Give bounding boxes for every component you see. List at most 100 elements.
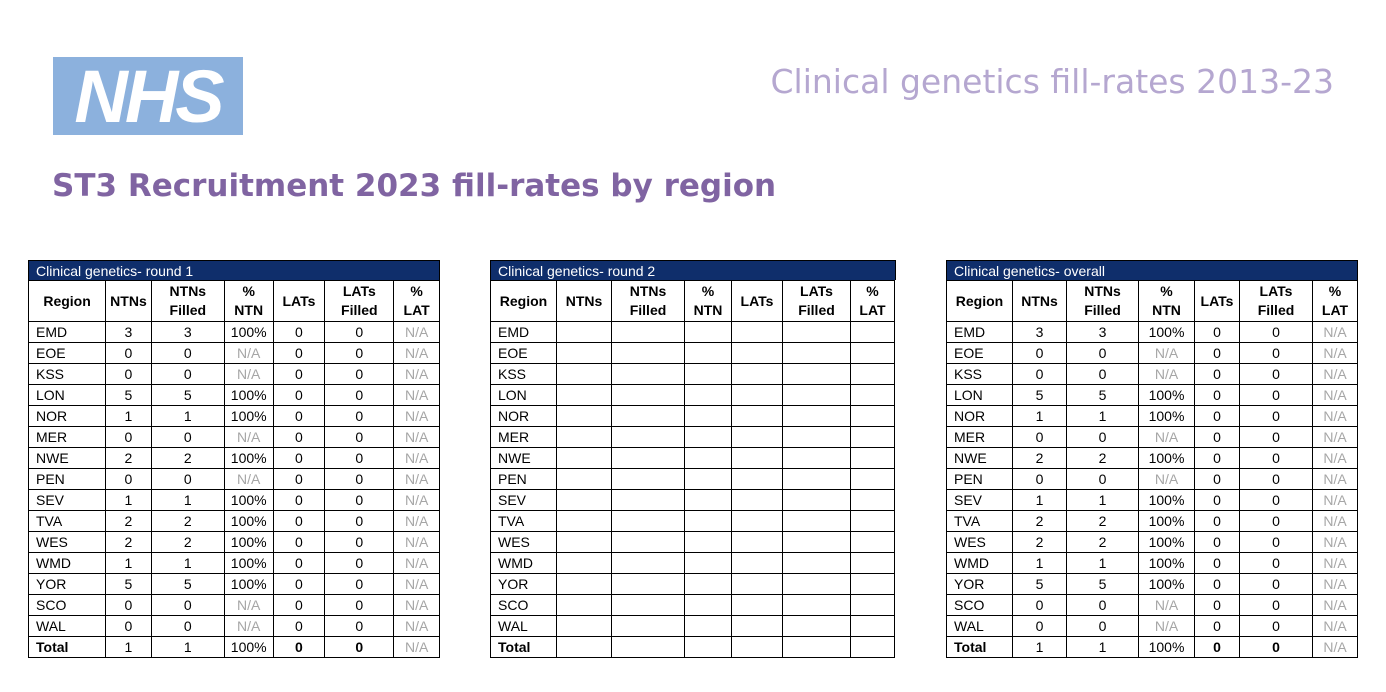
- cell-pct-ntn: N/A: [1138, 468, 1195, 490]
- cell-pct-ntn: N/A: [1138, 342, 1195, 364]
- cell-pct-ntn: N/A: [223, 468, 274, 490]
- cell-pct-lat: N/A: [393, 342, 440, 364]
- cell-ntns-filled: 5: [1066, 384, 1139, 406]
- cell-region: NWE: [946, 447, 1013, 469]
- cell-pct-lat: N/A: [1312, 594, 1358, 616]
- cell-pct-ntn: N/A: [223, 363, 274, 385]
- cell-lats-filled: 0: [1239, 489, 1313, 511]
- table-overall: Clinical genetics- overall Region NTNs NTN…: [946, 260, 1358, 658]
- column-header-line: LATs: [342, 283, 376, 299]
- cell-lats: [731, 363, 783, 385]
- table-row: EMD: [490, 321, 895, 343]
- cell-pct-ntn: [684, 342, 732, 364]
- cell-pct-lat: [850, 615, 895, 637]
- column-header-region: Region: [27, 280, 107, 322]
- cell-lats-filled: 0: [324, 552, 395, 574]
- cell-lats-filled: 0: [1239, 447, 1313, 469]
- cell-lats-filled: 0: [324, 342, 395, 364]
- cell-pct-ntn: [684, 468, 732, 490]
- column-header-line: NTN: [234, 302, 264, 318]
- cell-pct-ntn: 100%: [223, 636, 274, 658]
- cell-region: NOR: [490, 405, 557, 427]
- cell-pct-ntn: 100%: [1138, 573, 1195, 595]
- cell-pct-lat: N/A: [393, 405, 440, 427]
- table-row: SCO: [490, 594, 895, 616]
- header-row: Region NTNs NTNs Filled% NTN LATs LATs Filled% L…: [27, 280, 440, 322]
- cell-ntns: 0: [1012, 426, 1067, 448]
- cell-ntns: [556, 573, 612, 595]
- column-header-line: %: [866, 283, 879, 299]
- table-row: NOR: [490, 405, 895, 427]
- cell-region: LON: [490, 384, 557, 406]
- header-row: Region NTNs NTNs Filled% NTN LATs LATs Filled% L…: [490, 280, 895, 322]
- cell-region: WES: [490, 531, 557, 553]
- cell-pct-ntn: N/A: [223, 426, 274, 448]
- cell-pct-lat: [850, 405, 895, 427]
- cell-ntns-filled: 2: [150, 531, 225, 553]
- cell-lats: 0: [272, 447, 326, 469]
- table-row: TVA 2 2 100% 0 0 N/A: [27, 510, 440, 532]
- cell-region: NWE: [27, 447, 107, 469]
- cell-ntns-filled: 1: [1066, 489, 1139, 511]
- cell-lats: [731, 468, 783, 490]
- cell-ntns-filled: 2: [1066, 447, 1139, 469]
- cell-region: EMD: [946, 321, 1013, 343]
- cell-pct-lat: N/A: [393, 468, 440, 490]
- table-row: WES 2 2 100% 0 0 N/A: [946, 531, 1358, 553]
- cell-lats-filled: [782, 321, 851, 343]
- table-row: EOE: [490, 342, 895, 364]
- cell-region: LON: [27, 384, 107, 406]
- column-header-line: NTNs: [629, 283, 667, 299]
- cell-region: WMD: [27, 552, 107, 574]
- cell-ntns: 0: [1012, 363, 1067, 385]
- cell-ntns: 5: [105, 384, 152, 406]
- cell-ntns-filled: 2: [1066, 531, 1139, 553]
- column-header-line: %: [410, 283, 423, 299]
- cell-pct-lat: [850, 531, 895, 553]
- cell-ntns: [556, 615, 612, 637]
- cell-ntns: [556, 405, 612, 427]
- cell-pct-lat: N/A: [393, 489, 440, 511]
- cell-ntns-filled: [611, 552, 685, 574]
- cell-pct-lat: N/A: [393, 426, 440, 448]
- cell-ntns: 1: [105, 489, 152, 511]
- cell-ntns-filled: [611, 321, 685, 343]
- cell-lats-filled: 0: [324, 468, 395, 490]
- cell-ntns: 1: [105, 405, 152, 427]
- cell-lats: 0: [1194, 531, 1240, 553]
- cell-ntns-filled: 1: [1066, 552, 1139, 574]
- cell-pct-lat: N/A: [393, 531, 440, 553]
- cell-lats-filled: 0: [1239, 468, 1313, 490]
- cell-pct-ntn: [684, 552, 732, 574]
- cell-region: NOR: [27, 405, 107, 427]
- cell-pct-lat: N/A: [393, 594, 440, 616]
- cell-ntns-filled: 1: [1066, 636, 1139, 658]
- cell-ntns-filled: [611, 636, 685, 658]
- cell-lats: [731, 405, 783, 427]
- cell-region: PEN: [27, 468, 107, 490]
- table-caption: Clinical genetics- overall: [946, 260, 1358, 280]
- cell-pct-ntn: 100%: [1138, 489, 1195, 511]
- cell-region: SEV: [946, 489, 1013, 511]
- cell-ntns: 3: [1012, 321, 1067, 343]
- table-row: WAL 0 0 N/A 0 0 N/A: [27, 615, 440, 637]
- cell-ntns-filled: 3: [1066, 321, 1139, 343]
- column-header-lats: LATs: [731, 280, 783, 322]
- cell-pct-lat: N/A: [1312, 615, 1358, 637]
- cell-ntns: 1: [1012, 552, 1067, 574]
- cell-pct-lat: N/A: [1312, 384, 1358, 406]
- cell-lats: [731, 594, 783, 616]
- cell-ntns: [556, 552, 612, 574]
- cell-region: KSS: [490, 363, 557, 385]
- cell-pct-ntn: [684, 321, 732, 343]
- table-row: WMD 1 1 100% 0 0 N/A: [946, 552, 1358, 574]
- cell-ntns-filled: 0: [150, 615, 225, 637]
- cell-lats-filled: 0: [324, 426, 395, 448]
- cell-region: WMD: [490, 552, 557, 574]
- cell-ntns-filled: [611, 573, 685, 595]
- cell-lats-filled: 0: [324, 615, 395, 637]
- cell-lats: 0: [272, 468, 326, 490]
- cell-region: MER: [27, 426, 107, 448]
- cell-lats: 0: [272, 363, 326, 385]
- table-row: MER: [490, 426, 895, 448]
